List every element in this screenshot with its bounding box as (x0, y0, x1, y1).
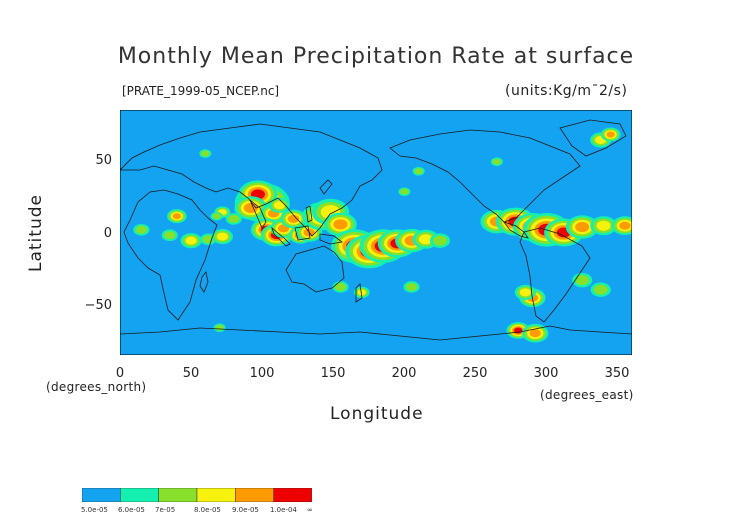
y-tick-label: −50 (84, 298, 112, 313)
y-axis-label: Latitude (26, 194, 46, 272)
north-america-coastline (389, 129, 581, 223)
precipitation-map (120, 110, 632, 355)
antarctica-coastline (120, 325, 632, 341)
precip-cell-level-3 (596, 220, 611, 231)
precip-cell-level-4 (529, 329, 541, 338)
colorbar-box (196, 488, 236, 502)
south-america-coastline (519, 227, 591, 323)
colorbar (82, 488, 312, 502)
colorbar-box (120, 488, 159, 502)
chart-title: Monthly Mean Precipitation Rate at surfa… (117, 44, 635, 69)
central-america-coastline (502, 221, 529, 239)
precip-cell-level-2 (400, 188, 409, 195)
x-tick-label: 150 (320, 366, 346, 381)
colorbar-label: 7e-05 (155, 506, 176, 514)
precip-cell-level-2 (228, 214, 240, 223)
x-unit-label: (degrees_east) (540, 388, 634, 402)
precip-cell-level-2 (593, 284, 608, 295)
colorbar-box (235, 488, 274, 502)
colorbar-label: 5.0e-05 (81, 506, 108, 514)
precip-cell-level-4 (172, 213, 182, 220)
precip-cell-level-2 (135, 225, 147, 234)
precip-cell-level-3 (418, 234, 433, 245)
precip-cell-level-2 (575, 275, 590, 286)
eurasia-coastline (120, 123, 383, 237)
africa-coastline (123, 189, 218, 321)
colorbar-label: 8.0e-05 (194, 506, 221, 514)
precip-cell-level-4 (606, 131, 615, 138)
new-guinea-coastline (319, 233, 343, 245)
y-unit-label: (degrees_north) (46, 380, 147, 394)
precip-cell-level-4 (619, 221, 631, 230)
x-tick-label: 0 (115, 366, 125, 381)
precip-cell-level-4 (575, 222, 590, 233)
x-tick-label: 200 (391, 366, 417, 381)
coastlines (120, 119, 632, 341)
precip-cell-level-2 (212, 213, 221, 220)
units-label: (units:Kg/m¯2/s) (505, 83, 628, 99)
x-tick-label: 350 (604, 366, 630, 381)
precip-cell-level-2 (215, 324, 224, 331)
precip-cell-level-3 (185, 236, 197, 245)
precip-cell-level-2 (334, 282, 347, 291)
precip-cell-level-2 (414, 168, 423, 175)
precip-cell-level-2 (433, 235, 447, 246)
x-tick-label: 300 (533, 366, 559, 381)
new-zealand-coastline (355, 283, 363, 303)
x-tick-label: 250 (462, 366, 488, 381)
precip-cell-level-2 (164, 231, 176, 240)
greenland-coastline (559, 119, 627, 157)
precip-cell-level-2 (492, 158, 502, 165)
x-axis-label: Longitude (330, 404, 424, 424)
x-tick-label: 50 (182, 366, 200, 381)
colorbar-label: ∞ (307, 506, 313, 514)
colorbar-label: 9.0e-05 (232, 506, 259, 514)
colorbar-box (158, 488, 198, 502)
colorbar-box (273, 488, 312, 502)
precip-cell-level-3 (357, 289, 366, 296)
madagascar-coastline (199, 271, 209, 293)
precip-cell-level-4 (287, 214, 300, 223)
file-label: [PRATE_1999-05_NCEP.nc] (122, 84, 280, 98)
borneo-coastline (294, 225, 311, 241)
y-tick-label: 0 (103, 226, 112, 241)
precip-cell-level-2 (405, 282, 418, 291)
colorbar-label: 1.0e-04 (270, 506, 297, 514)
precip-cell-level-3 (216, 232, 228, 241)
australia-coastline (285, 245, 345, 293)
philippines-coastline (305, 205, 313, 223)
precip-cell-level-4 (333, 219, 348, 230)
india-coastline (249, 199, 267, 229)
colorbar-label: 6.0e-05 (118, 506, 145, 514)
y-tick-label: 50 (95, 153, 112, 168)
precip-cell-level-2 (201, 150, 210, 157)
precip-cell-level-3 (273, 201, 285, 210)
colorbar-boxes (82, 488, 312, 502)
colorbar-box (82, 488, 121, 502)
japan-coastline (319, 179, 333, 195)
precip-cell-level-3 (519, 288, 531, 297)
x-tick-label: 100 (249, 366, 275, 381)
sumatra-coastline (271, 226, 291, 247)
